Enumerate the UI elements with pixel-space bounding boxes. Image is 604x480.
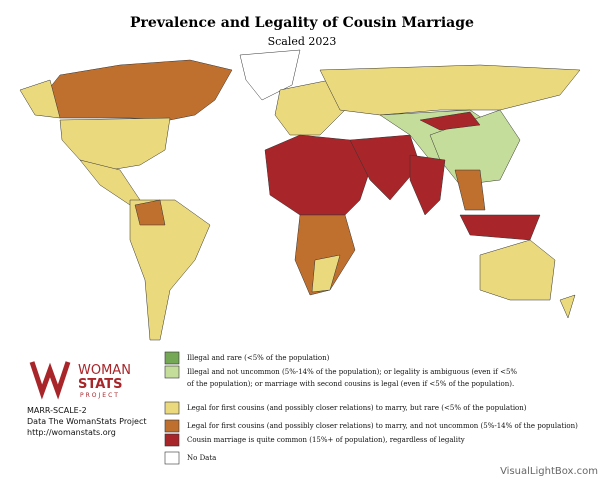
watermark: VisualLightBox.com (500, 466, 598, 477)
legend-label: of the population); or marriage with sec… (187, 380, 514, 388)
legend: Illegal and rare (<5% of the population)… (164, 351, 578, 465)
legend-swatch (164, 433, 180, 447)
greenland (239, 49, 301, 101)
map-code: MARR-SCALE-2 (27, 406, 87, 415)
alaska (19, 79, 61, 119)
new-zealand (559, 294, 576, 319)
logo-text: WOMAN (78, 363, 131, 378)
india (409, 154, 446, 216)
north-africa (264, 134, 371, 216)
south-america (129, 199, 211, 341)
subtitle: Scaled 2023 (268, 35, 337, 48)
southern-africa (311, 254, 341, 293)
legend-label: Illegal and not uncommon (5%-14% of the … (187, 368, 517, 376)
logo-text: PROJECT (80, 392, 120, 399)
logo: WOMAN STATS PROJECT (29, 361, 131, 400)
usa (59, 117, 171, 171)
logo-mark (29, 361, 71, 400)
mongolia (419, 111, 481, 131)
australia (479, 239, 556, 301)
source: Data The WomanStats Project (27, 417, 147, 426)
legend-label: Cousin marriage is quite common (15%+ of… (187, 436, 465, 444)
legend-swatch (164, 351, 180, 365)
legend-swatch (164, 401, 180, 415)
legend-swatch (164, 451, 180, 465)
legend-label: Illegal and rare (<5% of the population) (187, 354, 330, 362)
legend-swatch (164, 365, 180, 379)
southeast-asia (454, 169, 486, 211)
colombia (134, 199, 166, 226)
legend-label: Legal for first cousins (and possibly cl… (187, 404, 527, 412)
canada (39, 59, 233, 121)
url: http://womanstats.org (27, 428, 116, 437)
legend-swatch (164, 419, 180, 433)
legend-label: No Data (187, 454, 216, 462)
legend-label: Legal for first cousins (and possibly cl… (187, 422, 578, 430)
world-map (19, 49, 581, 341)
logo-text: STATS (78, 377, 123, 392)
title: Prevalence and Legality of Cousin Marria… (130, 15, 474, 31)
middle-east (349, 134, 421, 201)
